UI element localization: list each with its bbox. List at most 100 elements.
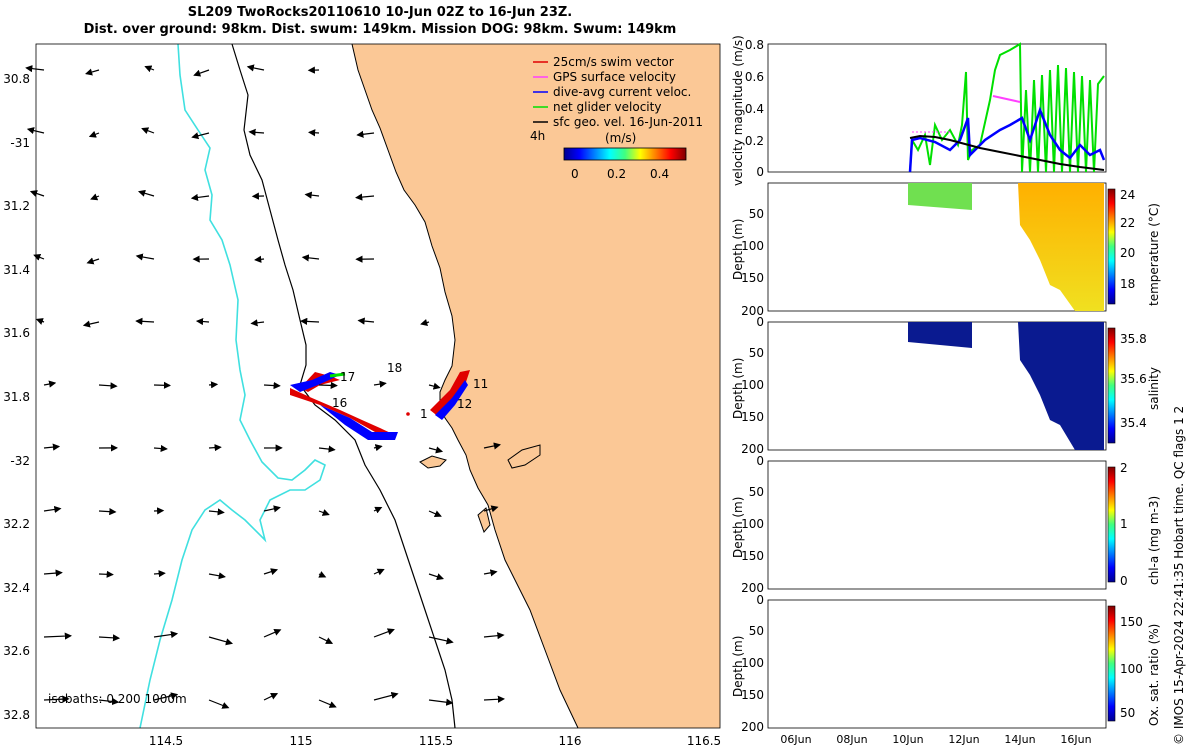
oxygen-panel: 0 50 100 150 200 Depth (m) 150 100 50 Ox…	[731, 593, 1161, 746]
velocity-arrow	[373, 628, 395, 638]
velocity-arrow	[263, 381, 281, 390]
cb-tick: 35.4	[1120, 416, 1147, 430]
velocity-y-axis: 0.8 0.6 0.4 0.2 0	[745, 38, 764, 179]
lat-tick: 32.6	[3, 644, 30, 658]
y-tick: 0.2	[745, 134, 764, 148]
depth-label: Depth (m)	[731, 497, 745, 558]
velocity-arrow	[356, 130, 375, 138]
depth-label: Depth (m)	[731, 219, 745, 280]
cb-tick: 2	[1120, 461, 1128, 475]
velocity-arrow	[357, 317, 375, 325]
velocity-y-label: velocity magnitude (m/s)	[731, 35, 745, 186]
depth-label: Depth (m)	[731, 358, 745, 419]
velocity-arrow	[483, 505, 499, 513]
chla-colorbar-label: chl-a (mg m-3)	[1147, 496, 1161, 585]
velocity-arrow	[208, 572, 226, 580]
legend-entry: GPS surface velocity	[553, 70, 676, 84]
y-tick: 0.4	[745, 102, 764, 116]
lat-tick: 31.2	[3, 199, 30, 213]
velocity-arrow	[300, 317, 320, 325]
velocity-arrow	[135, 317, 155, 325]
depth-tick: 50	[749, 207, 764, 221]
island	[507, 444, 541, 469]
latitude-axis: 30.8 -31 31.2 31.4 31.6 31.8 -32 32.2 32…	[3, 72, 30, 722]
depth-tick: 100	[741, 378, 764, 392]
velocity-arrow	[98, 382, 118, 390]
chla-colorbar	[1107, 466, 1116, 583]
map-colorbar	[563, 147, 687, 161]
lat-tick: 32.8	[3, 708, 30, 722]
velocity-arrow	[141, 127, 155, 135]
velocity-arrow	[208, 444, 222, 452]
depth-tick: 200	[741, 720, 764, 734]
time-tick: 10Jun	[892, 733, 923, 746]
day-label: 11	[473, 377, 488, 391]
velocity-arrow	[420, 319, 430, 326]
time-tick: 08Jun	[836, 733, 867, 746]
island	[419, 455, 447, 469]
velocity-arrow	[35, 318, 45, 325]
velocity-arrow	[135, 253, 155, 261]
cb-tick: 22	[1120, 216, 1135, 230]
cb-tick: 18	[1120, 277, 1135, 291]
plot-subtitle: Dist. over ground: 98km. Dist. swum: 149…	[83, 22, 677, 37]
velocity-arrow	[43, 505, 62, 514]
time-tick: 16Jun	[1060, 733, 1091, 746]
depth-tick: 150	[741, 549, 764, 563]
oxygen-y-axis: 0 50 100 150 200	[741, 593, 764, 734]
salinity-colorbar-label: salinity	[1147, 367, 1161, 410]
depth-tick: 100	[741, 239, 764, 253]
velocity-arrow	[428, 698, 454, 706]
depth-tick: 50	[749, 346, 764, 360]
velocity-arrow	[373, 380, 387, 388]
lon-tick: 116.5	[687, 734, 721, 748]
velocity-arrow	[137, 189, 155, 197]
lat-tick: 32.2	[3, 517, 30, 531]
sfc-geo-velocity-arrows	[25, 64, 506, 709]
salinity-panel: 0 50 100 150 200 Depth (m) 35.8 35.6 35.…	[731, 315, 1161, 456]
velocity-arrow	[483, 569, 498, 577]
legend-entry: 25cm/s swim vector	[553, 55, 674, 69]
velocity-arrow	[318, 699, 337, 708]
colorbar-interval: 4h	[530, 129, 545, 143]
velocity-arrow	[318, 381, 338, 389]
salinity-colorbar-ticks: 35.8 35.6 35.4	[1120, 332, 1147, 430]
day-label: 18	[387, 361, 402, 375]
velocity-arrow	[82, 320, 100, 328]
time-tick: 14Jun	[1004, 733, 1035, 746]
velocity-arrow	[263, 629, 282, 638]
velocity-arrow	[318, 636, 334, 644]
chla-colorbar-ticks: 2 1 0	[1120, 461, 1128, 588]
velocity-arrow	[153, 570, 166, 578]
time-axis: 06Jun 08Jun 10Jun 12Jun 14Jun 16Jun	[780, 733, 1091, 746]
lat-tick: 30.8	[3, 72, 30, 86]
gps-surface-velocity-line	[992, 95, 1021, 103]
land-mass	[352, 44, 720, 728]
lat-tick: -32	[10, 454, 30, 468]
velocity-arrow	[208, 636, 234, 646]
velocity-arrow	[254, 255, 265, 263]
cb-tick: 50	[1120, 706, 1135, 720]
cb-tick: 100	[1120, 662, 1143, 676]
depth-tick: 50	[749, 624, 764, 638]
velocity-arrow	[263, 568, 279, 576]
velocity-arrow	[25, 65, 45, 73]
day-label: 17	[340, 370, 355, 384]
velocity-arrow	[304, 191, 320, 199]
glider-track	[290, 370, 470, 440]
cb-tick: 0	[1120, 574, 1128, 588]
velocity-arrow	[483, 695, 506, 703]
lon-tick: 116	[559, 734, 582, 748]
colorbar-tick: 0.2	[607, 167, 626, 181]
velocity-arrow	[43, 443, 61, 451]
velocity-arrow	[193, 69, 210, 77]
depth-tick: 200	[741, 442, 764, 456]
day-label: 12	[457, 397, 472, 411]
velocity-arrow	[373, 568, 385, 576]
velocity-arrow	[190, 193, 210, 201]
salinity-colorbar	[1107, 327, 1116, 444]
chla-y-axis: 0 50 100 150 200	[741, 454, 764, 595]
velocity-arrow	[98, 697, 120, 706]
velocity-arrow	[85, 68, 100, 76]
